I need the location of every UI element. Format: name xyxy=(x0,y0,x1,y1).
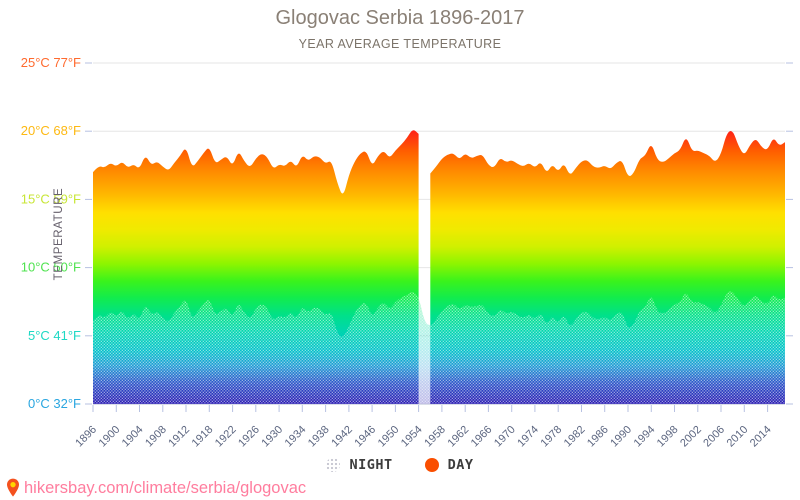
svg-text:1946: 1946 xyxy=(352,424,378,450)
svg-text:2010: 2010 xyxy=(725,424,751,450)
svg-text:2014: 2014 xyxy=(748,424,774,450)
y-axis-title: TEMPERATURE xyxy=(53,188,65,281)
svg-text:1930: 1930 xyxy=(259,424,285,450)
svg-text:10°C 50°F: 10°C 50°F xyxy=(21,260,81,275)
svg-text:0°C 32°F: 0°C 32°F xyxy=(28,396,81,411)
svg-text:1962: 1962 xyxy=(446,424,472,450)
svg-text:2002: 2002 xyxy=(678,424,704,450)
svg-text:1896: 1896 xyxy=(73,424,99,450)
svg-text:1990: 1990 xyxy=(608,424,634,450)
legend-item-day[interactable]: DAY xyxy=(424,457,474,473)
svg-text:1922: 1922 xyxy=(213,424,239,450)
svg-text:1934: 1934 xyxy=(283,424,309,450)
svg-text:1942: 1942 xyxy=(329,424,355,450)
legend-day-label: DAY xyxy=(447,457,474,473)
svg-text:1998: 1998 xyxy=(655,424,681,450)
svg-text:1958: 1958 xyxy=(422,424,448,450)
svg-text:1904: 1904 xyxy=(120,424,146,450)
footer-site-link[interactable]: hikersbay.com/climate/serbia/glogovac xyxy=(5,478,306,498)
temperature-area-chart: 25°C 77°F 20°C 68°F 15°C 59°F 10°C 50°F 5°C … xyxy=(21,55,793,450)
svg-text:1900: 1900 xyxy=(97,424,123,450)
axis-ticks xyxy=(85,62,793,412)
legend-night-label: NIGHT xyxy=(349,457,393,473)
svg-text:1938: 1938 xyxy=(306,424,332,450)
svg-text:5°C 41°F: 5°C 41°F xyxy=(28,328,81,343)
svg-text:1908: 1908 xyxy=(143,424,169,450)
day-swatch-icon xyxy=(424,458,439,472)
night-swatch-icon xyxy=(326,458,341,472)
svg-text:1912: 1912 xyxy=(166,424,192,450)
svg-text:1954: 1954 xyxy=(399,424,425,450)
svg-text:1974: 1974 xyxy=(515,424,541,450)
chart-legend: NIGHT DAY xyxy=(0,457,800,473)
svg-text:1982: 1982 xyxy=(562,424,588,450)
chart-subtitle: YEAR AVERAGE TEMPERATURE xyxy=(298,37,502,51)
svg-text:1966: 1966 xyxy=(469,424,495,450)
svg-text:1986: 1986 xyxy=(585,424,611,450)
night-area-series xyxy=(93,291,785,404)
location-pin-icon xyxy=(7,478,19,497)
svg-text:1970: 1970 xyxy=(492,424,518,450)
svg-text:1994: 1994 xyxy=(632,424,658,450)
svg-text:15°C 59°F: 15°C 59°F xyxy=(21,191,81,206)
y-axis-labels: 25°C 77°F 20°C 68°F 15°C 59°F 10°C 50°F 5°C … xyxy=(21,55,81,411)
svg-text:1950: 1950 xyxy=(376,424,402,450)
x-axis-labels: 1896190019041908191219181922192619301934… xyxy=(73,424,773,450)
legend-item-night[interactable]: NIGHT xyxy=(326,457,392,473)
svg-text:1926: 1926 xyxy=(236,424,262,450)
svg-text:1978: 1978 xyxy=(539,424,565,450)
svg-text:25°C 77°F: 25°C 77°F xyxy=(21,55,81,70)
svg-text:20°C 68°F: 20°C 68°F xyxy=(21,123,81,138)
page-title: Glogovac Serbia 1896-2017 xyxy=(275,7,525,29)
svg-text:1918: 1918 xyxy=(190,424,216,450)
footer-url-text: hikersbay.com/climate/serbia/glogovac xyxy=(24,478,307,497)
svg-text:2006: 2006 xyxy=(701,424,727,450)
